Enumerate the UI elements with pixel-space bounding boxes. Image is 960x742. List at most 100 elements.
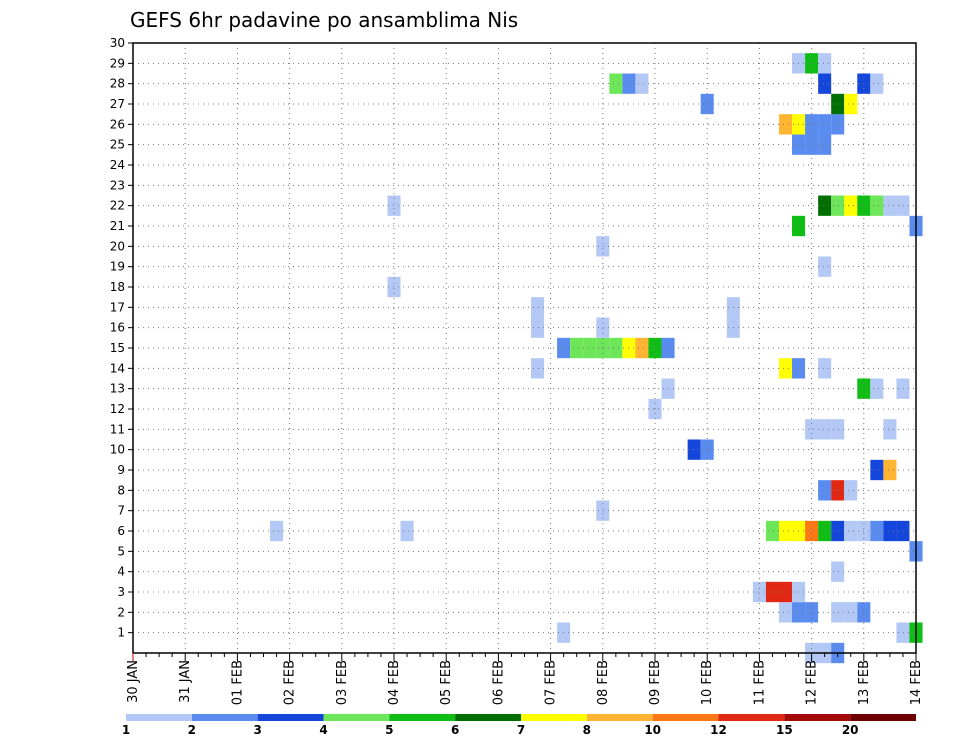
cell-member-4-step-54 — [831, 561, 845, 582]
x-tick-label-6: 05 FEB — [439, 660, 454, 705]
y-tick-label-21: 21 — [110, 219, 125, 233]
y-tick-label-19: 19 — [110, 260, 125, 274]
cell-member-6-step-57 — [870, 520, 884, 542]
cell-member-8-step-53 — [818, 480, 832, 501]
y-tick-label-16: 16 — [110, 321, 125, 335]
legend-swatch-2 — [191, 714, 258, 721]
cell-member-6-step-11 — [270, 520, 284, 542]
cell-member-2-step-50 — [778, 602, 793, 623]
y-tick-label-4: 4 — [117, 565, 125, 579]
legend-swatch-11 — [784, 714, 851, 721]
cell-member-2-step-52 — [805, 602, 819, 623]
y-tick-label-11: 11 — [110, 422, 125, 436]
x-tick-label-12: 11 FEB — [752, 660, 767, 705]
cell-member-7-step-36 — [596, 500, 610, 521]
cell-member-15-step-36 — [596, 337, 610, 359]
cell-member-14-step-53 — [818, 358, 832, 379]
x-tick-label-9: 08 FEB — [596, 660, 611, 705]
cell-member-28-step-37 — [609, 73, 623, 94]
cell-member-22-step-57 — [870, 195, 884, 216]
cell-member-11-step-53 — [818, 419, 832, 440]
cell-member-14-step-31 — [531, 358, 545, 379]
cell-member-6-step-58 — [883, 520, 897, 542]
color-legend: 1 2 3 4 5 6 7 8 10 12 15 20 — [122, 714, 916, 737]
y-tick-label-5: 5 — [117, 544, 125, 558]
legend-swatch-1 — [126, 714, 192, 721]
x-tick-label-2: 01 FEB — [230, 660, 245, 705]
legend-swatch-5 — [389, 714, 456, 721]
y-tick-label-27: 27 — [110, 97, 125, 111]
x-tick-label-13: 12 FEB — [805, 660, 820, 705]
y-tick-label-17: 17 — [110, 300, 125, 314]
x-tick-label-10: 09 FEB — [648, 660, 663, 705]
x-tick-label-1: 31 JAN — [178, 660, 193, 703]
cell-member-27-step-54 — [831, 93, 845, 115]
cell-member-6-step-50 — [778, 520, 793, 542]
y-tick-label-29: 29 — [110, 56, 125, 70]
cell-member-15-step-39 — [635, 337, 649, 359]
cell-member-29-step-53 — [818, 53, 832, 74]
cell-member-3-step-50 — [778, 581, 793, 603]
cell-member-6-step-21 — [400, 520, 414, 542]
legend-label-4: 4 — [319, 723, 327, 737]
x-tick-label-3: 02 FEB — [283, 660, 298, 705]
x-tick-label-5: 04 FEB — [387, 660, 402, 705]
cell-member-18-step-20 — [387, 276, 401, 298]
cell-member-25-step-53 — [818, 134, 832, 155]
cell-member-19-step-53 — [818, 256, 832, 277]
cell-member-15-step-34 — [570, 337, 584, 359]
cell-member-22-step-55 — [844, 195, 858, 216]
y-axis: 1234567891011121314151617181920212223242… — [110, 36, 133, 640]
legend-label-3: 3 — [253, 723, 261, 737]
y-tick-label-15: 15 — [110, 341, 125, 355]
cell-member-17-step-31 — [531, 297, 545, 318]
cell-member-6-step-52 — [805, 520, 819, 542]
cell-member-3-step-49 — [765, 581, 779, 603]
cell-member-13-step-57 — [870, 378, 884, 399]
legend-label-1: 1 — [122, 723, 130, 737]
legend-label-15: 15 — [776, 723, 793, 737]
cell-member-26-step-52 — [805, 114, 819, 135]
y-tick-label-14: 14 — [110, 361, 125, 375]
cell-member-27-step-55 — [844, 93, 858, 115]
x-tick-label-4: 03 FEB — [335, 660, 350, 705]
y-tick-label-6: 6 — [117, 524, 125, 538]
y-tick-label-8: 8 — [117, 483, 125, 497]
y-tick-label-25: 25 — [110, 138, 125, 152]
chart-title: GEFS 6hr padavine po ansamblima Nis — [130, 8, 518, 32]
x-tick-label-15: 14 FEB — [909, 660, 924, 705]
cell-member-10-step-44 — [700, 439, 714, 460]
cell-member-9-step-57 — [870, 459, 884, 481]
y-tick-label-7: 7 — [117, 504, 125, 518]
cell-member-1-step-59 — [896, 622, 910, 643]
y-tick-label-23: 23 — [110, 178, 125, 192]
cell-member-15-step-40 — [648, 337, 662, 359]
y-tick-label-1: 1 — [117, 626, 125, 640]
cell-member-22-step-20 — [387, 195, 401, 216]
cell-member-22-step-59 — [896, 195, 910, 216]
legend-label-12: 12 — [710, 723, 727, 737]
y-tick-label-24: 24 — [110, 158, 125, 172]
legend-label-20: 20 — [842, 723, 859, 737]
cell-member-28-step-57 — [870, 73, 884, 94]
legend-label-5: 5 — [385, 723, 393, 737]
cell-member-16-step-36 — [596, 317, 610, 338]
cell-member-3-step-48 — [752, 581, 766, 603]
cell-member-6-step-55 — [844, 520, 858, 542]
cell-member-10-step-43 — [687, 439, 701, 460]
cell-member-6-step-54 — [831, 520, 845, 542]
x-tick-label-14: 13 FEB — [857, 660, 872, 705]
cell-member-22-step-53 — [818, 195, 832, 216]
cell-member-28-step-39 — [635, 73, 649, 94]
cell-member-26-step-54 — [831, 114, 845, 135]
y-tick-label-3: 3 — [117, 585, 125, 599]
cell-member-15-step-35 — [583, 337, 597, 359]
legend-label-6: 6 — [451, 723, 459, 737]
y-tick-label-2: 2 — [117, 605, 125, 619]
legend-swatch-12 — [850, 714, 916, 721]
cell-member-8-step-55 — [844, 480, 858, 501]
cell-member-2-step-54 — [831, 602, 845, 623]
cell-member-11-step-52 — [805, 419, 819, 440]
x-tick-label-8: 07 FEB — [544, 660, 559, 705]
x-axis: 30 JAN 31 JAN 01 FEB 02 FEB 03 FEB 04 FEB 05 F… — [126, 653, 924, 705]
